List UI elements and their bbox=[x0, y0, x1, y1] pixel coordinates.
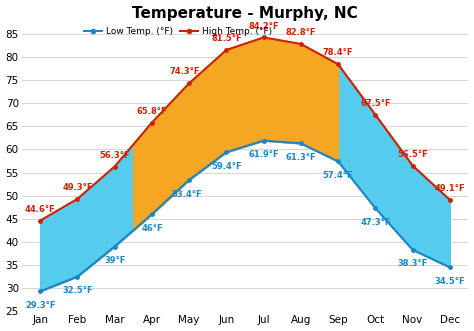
Text: 39°F: 39°F bbox=[104, 256, 125, 265]
Text: 84.2°F: 84.2°F bbox=[248, 22, 279, 30]
Text: 81.5°F: 81.5°F bbox=[211, 34, 242, 43]
Text: 34.5°F: 34.5°F bbox=[435, 277, 465, 286]
Legend: Low Temp. (°F), High Temp. (°F): Low Temp. (°F), High Temp. (°F) bbox=[81, 23, 275, 39]
Text: 74.3°F: 74.3°F bbox=[170, 67, 200, 76]
Text: 49.1°F: 49.1°F bbox=[435, 184, 465, 193]
Text: 38.3°F: 38.3°F bbox=[397, 260, 428, 268]
Title: Temperature - Murphy, NC: Temperature - Murphy, NC bbox=[132, 6, 358, 21]
Text: 29.3°F: 29.3°F bbox=[25, 301, 55, 310]
Text: 78.4°F: 78.4°F bbox=[323, 48, 353, 57]
Text: 46°F: 46°F bbox=[141, 224, 163, 233]
Text: 32.5°F: 32.5°F bbox=[62, 286, 93, 295]
Text: 56.3°F: 56.3°F bbox=[100, 151, 130, 160]
Text: 49.3°F: 49.3°F bbox=[62, 183, 93, 192]
Text: 44.6°F: 44.6°F bbox=[25, 205, 55, 214]
Text: 47.3°F: 47.3°F bbox=[360, 218, 391, 227]
Text: 61.9°F: 61.9°F bbox=[248, 150, 279, 159]
Text: 57.4°F: 57.4°F bbox=[323, 171, 354, 180]
Text: 82.8°F: 82.8°F bbox=[286, 28, 316, 37]
Text: 61.3°F: 61.3°F bbox=[285, 153, 316, 162]
Text: 65.8°F: 65.8°F bbox=[137, 107, 167, 116]
Text: 56.5°F: 56.5°F bbox=[397, 150, 428, 159]
Text: 53.4°F: 53.4°F bbox=[171, 190, 202, 199]
Text: 67.5°F: 67.5°F bbox=[360, 99, 391, 108]
Text: 59.4°F: 59.4°F bbox=[211, 162, 242, 171]
